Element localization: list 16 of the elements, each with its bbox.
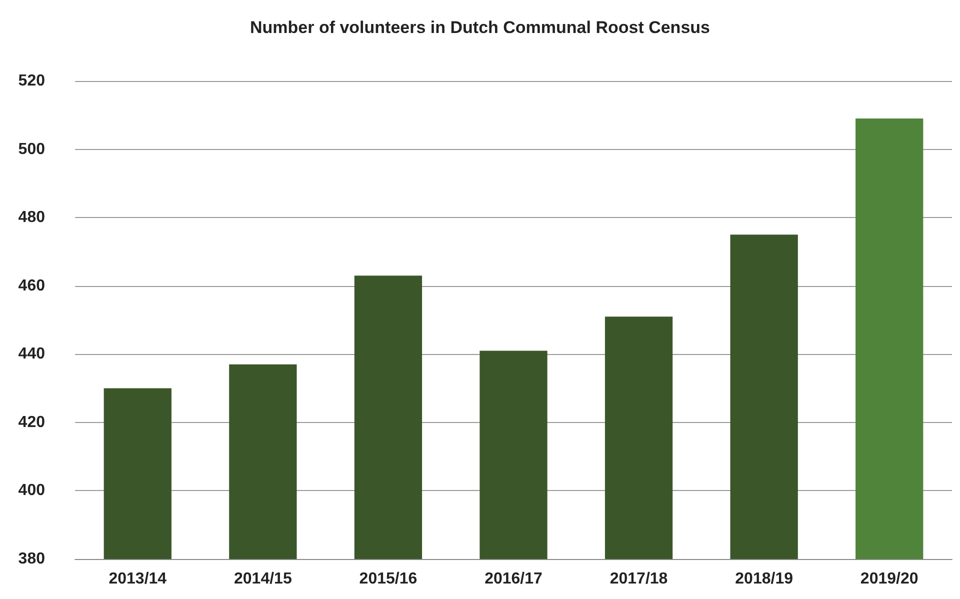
chart-title: Number of volunteers in Dutch Communal Roost Census — [250, 18, 710, 37]
x-tick-label: 2017/18 — [610, 570, 668, 588]
x-tick-label: 2013/14 — [108, 570, 167, 588]
y-tick-label: 420 — [18, 414, 46, 431]
y-tick-label: 440 — [18, 346, 46, 363]
y-tick-label: 520 — [18, 72, 46, 90]
x-tick-label: 2018/19 — [735, 570, 794, 588]
y-tick-label: 480 — [18, 209, 46, 226]
y-tick-label: 400 — [18, 482, 46, 500]
x-tick-label: 2014/15 — [234, 570, 292, 588]
y-tick-label: 380 — [18, 550, 46, 568]
y-tick-label: 500 — [18, 140, 46, 158]
x-tick-label: 2016/17 — [484, 570, 543, 588]
x-tick-label: 2015/16 — [359, 570, 418, 588]
x-tick-label: 2019/20 — [860, 570, 918, 588]
y-tick-label: 460 — [18, 277, 46, 294]
